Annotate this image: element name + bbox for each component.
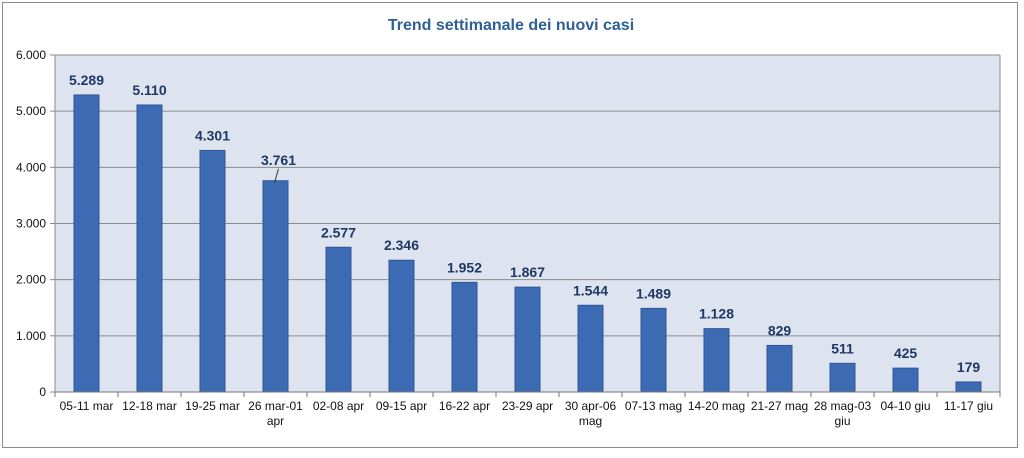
- data-label: 1.128: [699, 306, 734, 322]
- bar: [388, 259, 415, 393]
- x-tick-label: 19-25 mar: [185, 399, 240, 413]
- data-label: 5.289: [69, 72, 104, 88]
- y-tick-label: 4.000: [16, 160, 46, 174]
- bar: [514, 286, 541, 393]
- data-label-leader: [274, 168, 279, 183]
- data-label: 4.301: [195, 127, 230, 143]
- x-tick-label: 12-18 mar: [122, 399, 177, 413]
- data-label: 1.489: [636, 285, 671, 301]
- y-tick-label: 6.000: [16, 48, 46, 62]
- x-tick-label: 26 mar-01 apr: [248, 399, 303, 428]
- x-tick-label: 28 mag-03 giu: [814, 399, 872, 428]
- bars: [73, 94, 982, 393]
- x-tick-label: 09-15 apr: [376, 399, 427, 413]
- data-label: 1.544: [573, 282, 608, 298]
- x-tick-label: 14-20 mag: [688, 399, 745, 413]
- data-label: 425: [894, 345, 918, 361]
- y-tick-label: 5.000: [16, 104, 46, 118]
- bar: [955, 381, 982, 393]
- data-label: 829: [768, 322, 792, 338]
- data-label: 179: [957, 359, 981, 375]
- bar: [73, 94, 100, 393]
- x-tick-label: 02-08 apr: [313, 399, 364, 413]
- x-tick-label: 16-22 apr: [439, 399, 490, 413]
- data-label: 1.952: [447, 259, 482, 275]
- data-label: 1.867: [510, 264, 545, 280]
- x-tick-label: 04-10 giu: [880, 399, 930, 413]
- bar: [451, 281, 478, 393]
- bar: [766, 344, 793, 393]
- bar: [892, 367, 919, 393]
- y-tick-label: 2.000: [16, 273, 46, 287]
- bar: [829, 362, 856, 393]
- bar-chart: Trend settimanale dei nuovi casi 0 1.000 2…: [16, 17, 1001, 428]
- data-label: 3.761: [261, 152, 296, 168]
- data-label: 5.110: [132, 82, 166, 98]
- y-tick-label: 0: [39, 385, 46, 399]
- data-labels: 5.289 5.110 4.301 3.761 2.577 2.346 1.952 1.867…: [69, 72, 980, 375]
- bar: [262, 180, 289, 393]
- x-tick-label: 05-11 mar: [60, 399, 114, 413]
- bar: [199, 149, 226, 393]
- data-label: 511: [831, 340, 854, 356]
- x-axis: 05-11 mar 12-18 mar 19-25 mar 26 mar-01 apr 0…: [54, 391, 1001, 428]
- data-label: 2.346: [384, 237, 419, 253]
- x-tick-label: 21-27 mag: [751, 399, 808, 413]
- bar: [703, 328, 730, 393]
- bar: [577, 304, 604, 393]
- chart-title: Trend settimanale dei nuovi casi: [388, 17, 634, 34]
- bar: [136, 104, 163, 393]
- chart-frame: Trend settimanale dei nuovi casi 0 1.000 2…: [2, 2, 1018, 448]
- x-tick-label: 07-13 mag: [625, 399, 682, 413]
- bar: [325, 246, 352, 393]
- x-tick-label: 11-17 giu: [944, 399, 993, 413]
- x-tick-label: 23-29 apr: [502, 399, 553, 413]
- x-tick-label: 30 apr-06 mag: [565, 399, 617, 428]
- data-label: 2.577: [321, 224, 356, 240]
- y-tick-label: 1.000: [16, 329, 46, 343]
- y-axis: 0 1.000 2.000 3.000 4.000 5.000 6.000: [16, 48, 1001, 399]
- bar: [640, 307, 667, 393]
- y-tick-label: 3.000: [16, 217, 46, 231]
